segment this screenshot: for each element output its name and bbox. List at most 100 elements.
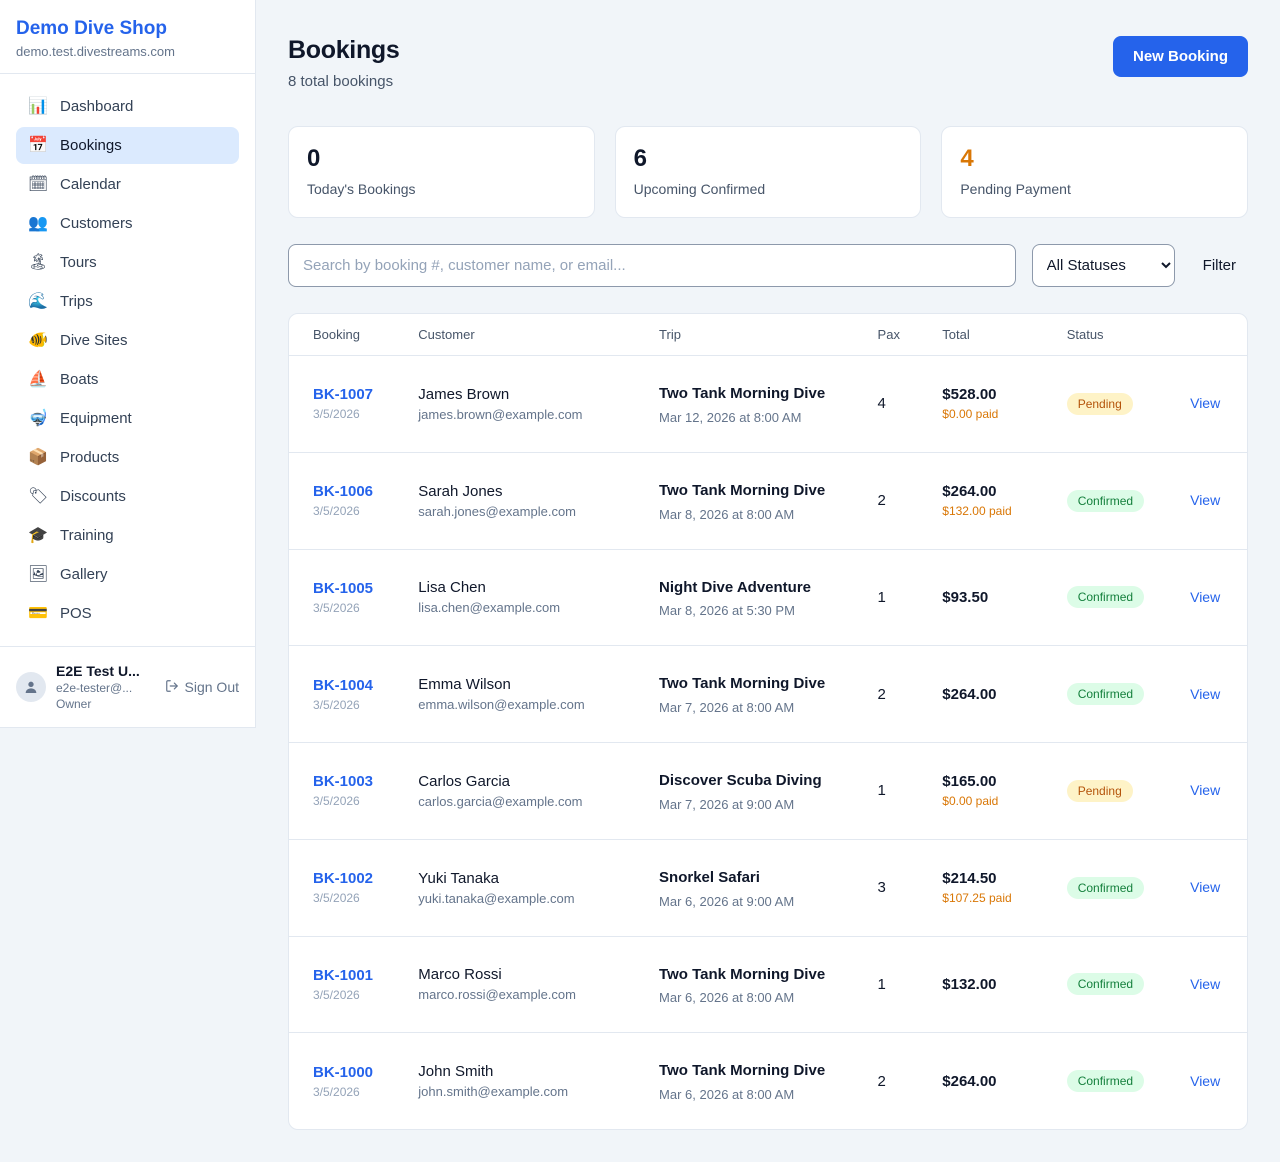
status-badge: Confirmed [1066, 876, 1145, 899]
sidebar-item-products[interactable]: 📦 Products [16, 439, 239, 476]
trip-name: Two Tank Morning Dive [659, 675, 826, 693]
view-booking-link[interactable]: View [1190, 492, 1221, 509]
view-booking-link[interactable]: View [1190, 782, 1221, 799]
status-select[interactable]: All Statuses [1031, 244, 1175, 287]
sign-out-button[interactable]: Sign Out [165, 675, 239, 700]
booking-id-link[interactable]: BK-1007 [313, 386, 374, 404]
sidebar-item-bookings[interactable]: 📅 Bookings [16, 127, 239, 164]
status-badge: Pending [1066, 392, 1133, 415]
booking-date: 3/5/2026 [313, 600, 360, 615]
view-booking-link[interactable]: View [1190, 395, 1221, 412]
table-row: BK-1007 3/5/2026 James Brown james.brown… [289, 356, 1247, 453]
sidebar-item-gallery[interactable]: 🖼 Gallery [16, 556, 239, 593]
user-section: E2E Test U... e2e-tester@... Owner Sign … [0, 646, 255, 727]
booking-id-link[interactable]: BK-1000 [313, 1063, 374, 1081]
search-input[interactable] [288, 244, 1016, 287]
table-row: BK-1005 3/5/2026 Lisa Chen lisa.chen@exa… [289, 548, 1247, 646]
avatar [16, 672, 46, 702]
paid-amount: $0.00 paid [942, 794, 999, 809]
brand: Demo Dive Shop demo.test.divestreams.com [0, 0, 255, 74]
booking-id-link[interactable]: BK-1004 [313, 676, 374, 694]
sidebar-item-dive-sites[interactable]: 🐠 Dive Sites [16, 322, 239, 359]
sidebar-item-label: Products [60, 449, 120, 466]
status-badge: Confirmed [1066, 586, 1145, 609]
booking-date: 3/5/2026 [313, 697, 360, 712]
column-header-status: Status [1050, 314, 1175, 356]
table-row: BK-1006 3/5/2026 Sarah Jones sarah.jones… [289, 451, 1247, 549]
calendar-icon: 🗓 [28, 175, 49, 193]
sidebar-item-trips[interactable]: 🌊 Trips [16, 283, 239, 320]
booking-date: 3/5/2026 [313, 794, 360, 809]
booking-id-link[interactable]: BK-1006 [313, 483, 374, 501]
table-row: BK-1000 3/5/2026 John Smith john.smith@e… [289, 1032, 1247, 1129]
bookings-table: Booking Customer Trip Pax Total Status B… [289, 314, 1247, 1129]
gallery-icon: 🖼 [28, 565, 49, 583]
trip-time: Mar 12, 2026 at 8:00 AM [659, 409, 802, 425]
sidebar-item-training[interactable]: 🎓 Training [16, 517, 239, 554]
view-booking-link[interactable]: View [1190, 879, 1221, 896]
sidebar-item-label: Gallery [60, 566, 108, 583]
column-header-actions [1174, 314, 1247, 356]
sidebar-item-equipment[interactable]: 🤿 Equipment [16, 400, 239, 437]
paid-amount: $0.00 paid [942, 407, 999, 422]
user-icon [25, 681, 37, 693]
booking-id-link[interactable]: BK-1003 [313, 773, 374, 791]
dashboard-icon: 📊 [28, 97, 48, 115]
bookings-table-body: BK-1007 3/5/2026 James Brown james.brown… [289, 356, 1247, 1129]
view-booking-link[interactable]: View [1190, 685, 1221, 702]
dive-sites-icon: 🐠 [28, 331, 48, 349]
stat-value: 6 [633, 145, 648, 172]
table-row: BK-1002 3/5/2026 Yuki Tanaka yuki.tanaka… [289, 838, 1247, 936]
total-amount: $264.00 [942, 1072, 997, 1090]
training-icon: 🎓 [28, 526, 48, 544]
total-amount: $264.00 [942, 483, 997, 501]
sidebar-item-discounts[interactable]: 🏷 Discounts [16, 478, 239, 515]
sidebar-item-pos[interactable]: 💳 POS [16, 595, 239, 632]
sidebar-item-label: Discounts [60, 488, 126, 505]
paid-amount: $132.00 paid [942, 504, 1012, 519]
booking-date: 3/5/2026 [313, 987, 360, 1002]
sidebar-item-label: Bookings [60, 137, 122, 154]
trip-name: Discover Scuba Diving [659, 772, 822, 789]
pax-count: 1 [861, 548, 927, 646]
stat-card-pending-payment: 4 Pending Payment [941, 126, 1248, 218]
brand-name[interactable]: Demo Dive Shop [16, 18, 167, 39]
view-booking-link[interactable]: View [1190, 1072, 1221, 1089]
booking-id-link[interactable]: BK-1005 [313, 579, 374, 597]
sidebar-item-customers[interactable]: 👥 Customers [16, 205, 239, 242]
customer-email: marco.rossi@example.com [418, 987, 576, 1003]
filters-row: All Statuses Filter [288, 244, 1248, 287]
total-amount: $93.50 [942, 588, 989, 606]
pax-count: 2 [861, 1032, 927, 1129]
pax-count: 2 [861, 451, 927, 549]
trip-time: Mar 7, 2026 at 8:00 AM [659, 700, 795, 715]
trip-time: Mar 8, 2026 at 8:00 AM [659, 506, 795, 522]
table-row: BK-1003 3/5/2026 Carlos Garcia carlos.ga… [289, 742, 1247, 840]
booking-id-link[interactable]: BK-1001 [313, 966, 374, 984]
sidebar-item-calendar[interactable]: 🗓 Calendar [16, 166, 239, 203]
sidebar-item-label: Training [60, 527, 114, 544]
sidebar-item-tours[interactable]: 🏝 Tours [16, 244, 239, 281]
new-booking-button[interactable]: New Booking [1112, 36, 1248, 77]
total-amount: $165.00 [942, 773, 997, 791]
customer-name: Yuki Tanaka [418, 869, 499, 887]
customer-name: Carlos Garcia [418, 772, 510, 790]
view-booking-link[interactable]: View [1190, 975, 1221, 992]
trip-name: Two Tank Morning Dive [659, 385, 826, 402]
booking-id-link[interactable]: BK-1002 [313, 870, 374, 888]
sidebar-item-label: Dashboard [60, 98, 134, 115]
stats-row: 0 Today's Bookings 6 Upcoming Confirmed … [288, 126, 1248, 218]
customer-email: carlos.garcia@example.com [418, 793, 583, 809]
sidebar-item-dashboard[interactable]: 📊 Dashboard [16, 88, 239, 125]
sidebar-item-boats[interactable]: ⛵ Boats [16, 361, 239, 398]
boats-icon: ⛵ [28, 370, 48, 388]
page-title: Bookings [288, 36, 400, 64]
trip-time: Mar 6, 2026 at 8:00 AM [659, 990, 795, 1006]
view-booking-link[interactable]: View [1190, 588, 1221, 605]
trip-time: Mar 6, 2026 at 9:00 AM [659, 893, 795, 909]
user-role: Owner [56, 697, 92, 711]
customer-name: Emma Wilson [418, 676, 511, 694]
filter-button[interactable]: Filter [1191, 249, 1248, 282]
status-badge: Confirmed [1066, 973, 1145, 996]
